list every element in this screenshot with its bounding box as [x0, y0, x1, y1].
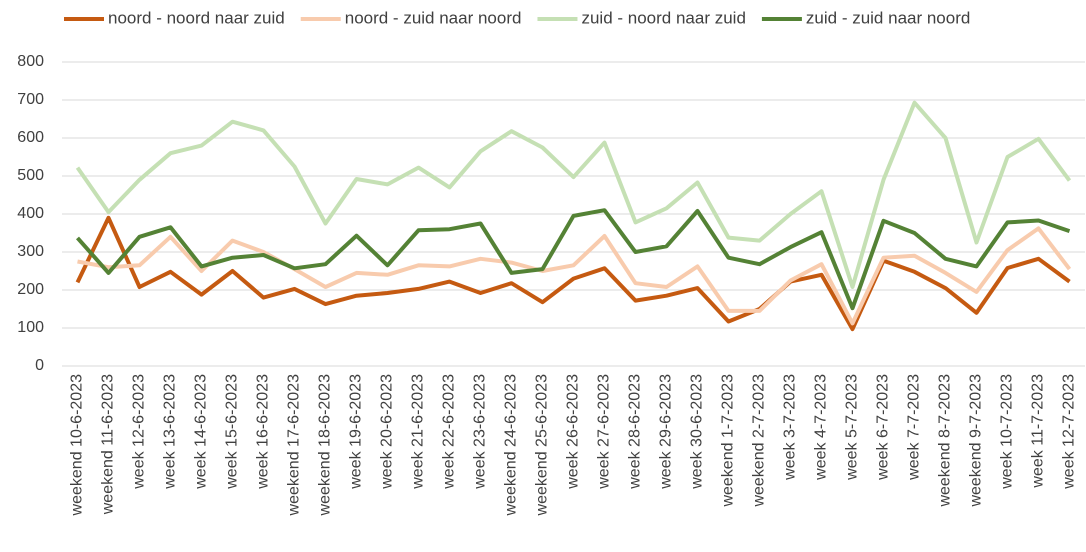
y-tick-label: 300 — [17, 243, 44, 260]
x-tick-label: weekend 24-6-2023 — [503, 374, 520, 517]
y-tick-label: 100 — [17, 319, 44, 336]
x-tick-label: week 12-6-2023 — [131, 374, 148, 490]
x-tick-label: week 20-6-2023 — [379, 374, 396, 490]
series-line — [75, 100, 1072, 289]
y-tick-label: 700 — [17, 91, 44, 108]
x-tick-label: week 3-7-2023 — [782, 374, 799, 481]
x-tick-label: week 12-7-2023 — [1061, 374, 1078, 490]
x-tick-label: weekend 18-6-2023 — [317, 374, 334, 517]
x-tick-label: week 27-6-2023 — [596, 374, 613, 490]
legend-label: noord - zuid naar noord — [345, 8, 522, 27]
y-tick-label: 400 — [17, 205, 44, 222]
x-tick-label: week 15-6-2023 — [224, 374, 241, 490]
y-tick-label: 0 — [35, 357, 44, 374]
x-tick-label: week 10-7-2023 — [999, 374, 1016, 490]
x-tick-label: weekend 8-7-2023 — [937, 374, 954, 508]
x-tick-label: weekend 9-7-2023 — [968, 374, 985, 508]
series-line — [76, 208, 1071, 311]
legend-label: zuid - zuid naar noord — [806, 8, 970, 27]
series-line — [77, 226, 1072, 326]
y-tick-label: 600 — [17, 129, 44, 146]
x-tick-label: week 6-7-2023 — [875, 374, 892, 481]
x-tick-label: week 14-6-2023 — [193, 374, 210, 490]
y-tick-label: 500 — [17, 167, 44, 184]
x-tick-label: week 4-7-2023 — [813, 374, 830, 481]
legend-label: noord - noord naar zuid — [108, 8, 285, 27]
y-tick-label: 800 — [17, 53, 44, 70]
x-tick-label: week 29-6-2023 — [658, 374, 675, 490]
x-tick-label: week 19-6-2023 — [348, 374, 365, 490]
x-tick-label: week 22-6-2023 — [441, 374, 458, 490]
x-tick-label: week 28-6-2023 — [627, 374, 644, 490]
x-tick-label: weekend 1-7-2023 — [720, 374, 737, 508]
x-tick-label: weekend 2-7-2023 — [751, 374, 768, 508]
x-tick-label: week 7-7-2023 — [906, 374, 923, 481]
x-tick-label: weekend 11-6-2023 — [100, 374, 117, 515]
x-tick-label: week 13-6-2023 — [162, 374, 179, 490]
x-tick-label: week 16-6-2023 — [255, 374, 272, 490]
legend-label: zuid - noord naar zuid — [581, 8, 745, 27]
x-tick-label: week 26-6-2023 — [565, 374, 582, 490]
x-tick-label: week 30-6-2023 — [689, 374, 706, 490]
x-tick-label: weekend 17-6-2023 — [286, 374, 303, 517]
x-tick-label: weekend 25-6-2023 — [534, 374, 551, 517]
x-tick-label: week 11-7-2023 — [1030, 374, 1047, 489]
y-tick-label: 200 — [17, 281, 44, 298]
x-tick-label: week 5-7-2023 — [844, 374, 861, 481]
x-tick-label: week 23-6-2023 — [472, 374, 489, 490]
x-tick-label: weekend 10-6-2023 — [69, 374, 86, 517]
series-line — [75, 215, 1071, 332]
x-tick-label: week 21-6-2023 — [410, 374, 427, 490]
